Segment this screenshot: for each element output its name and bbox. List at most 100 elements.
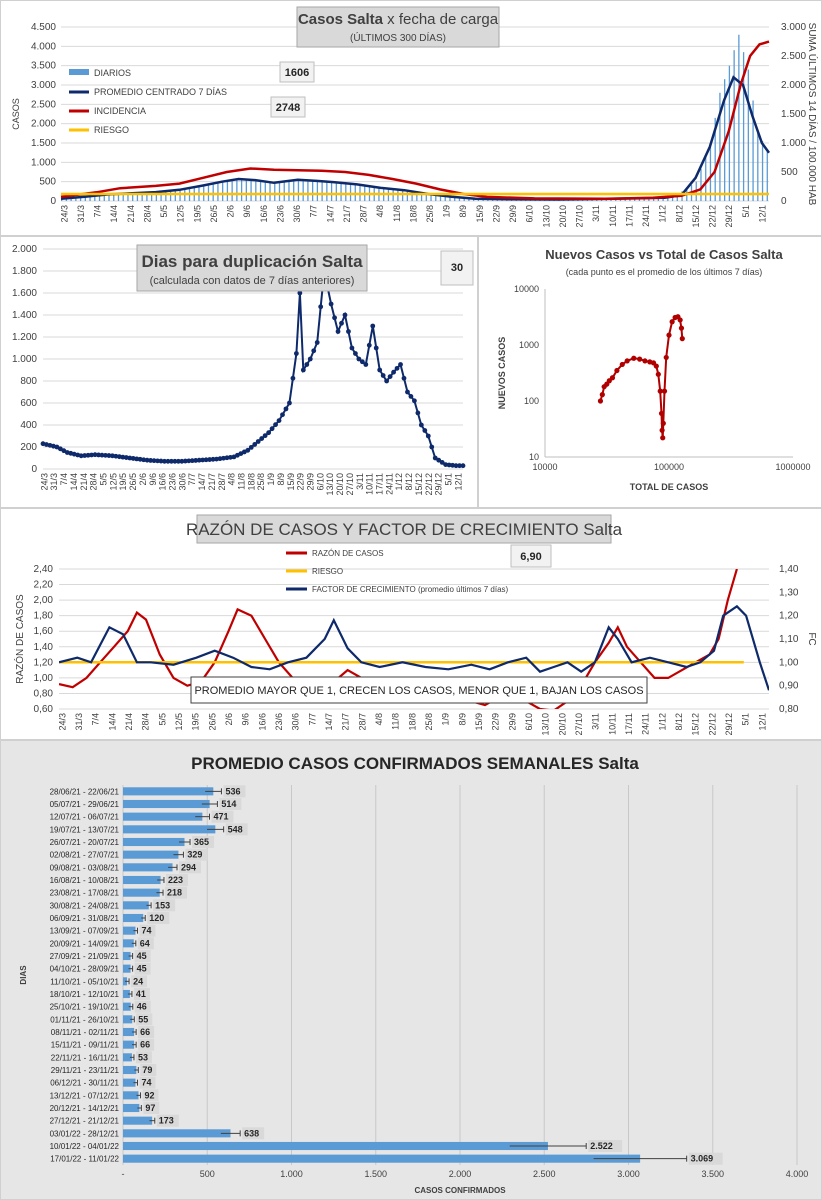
scatter-point <box>642 358 648 364</box>
razon-x-tick: 31/3 <box>74 713 84 731</box>
casos-y-tick: 2.500 <box>31 99 56 110</box>
bars-bar <box>123 1116 153 1125</box>
dup-x-tick: 28/7 <box>217 473 227 491</box>
razon-x-tick: 29/9 <box>507 713 517 731</box>
casos-daily-bar <box>321 180 323 201</box>
dup-point <box>346 329 351 334</box>
razon-x-tick: 12/5 <box>174 713 184 731</box>
casos-x-tick: 5/5 <box>159 205 169 218</box>
bars-bar <box>123 926 136 935</box>
casos-daily-bar <box>89 196 91 201</box>
scatter-point <box>660 435 666 441</box>
dup-point <box>370 323 376 329</box>
dup-y-tick: 800 <box>20 376 37 387</box>
casos-daily-bar <box>169 190 172 201</box>
razon-y-tick: 1,00 <box>34 673 54 684</box>
dup-x-tick: 13/10 <box>325 473 335 496</box>
bars-value-label-bg <box>137 937 154 950</box>
razon-x-tick: 18/8 <box>407 713 417 731</box>
casos-x-tick: 9/6 <box>242 205 252 218</box>
razon-y2-tick: 0,90 <box>779 681 799 692</box>
casos-daily-bar <box>122 193 124 201</box>
razon-y-tick: 1,20 <box>34 657 54 668</box>
bars-value-label-bg <box>138 1026 155 1038</box>
dup-point <box>387 374 393 379</box>
casos-daily-bar <box>150 191 153 201</box>
bars-x-label: CASOS CONFIRMADOS <box>414 1186 506 1195</box>
razon-annotation: PROMEDIO MAYOR QUE 1, CRECEN LOS CASOS, … <box>194 685 643 697</box>
casos-x-tick: 31/3 <box>76 205 86 223</box>
bars-x-tick: 4.000 <box>786 1169 809 1179</box>
dup-point <box>439 460 445 465</box>
scatter-point <box>660 420 666 426</box>
casos-daily-bar <box>354 184 356 201</box>
razon-x-tick: 2/6 <box>224 713 234 726</box>
bars-value-label: 173 <box>159 1116 174 1126</box>
dup-point <box>189 458 195 464</box>
casos-x-tick: 3/11 <box>591 205 601 222</box>
casos-daily-bar <box>349 183 352 201</box>
dup-point <box>248 444 254 450</box>
dup-x-tick: 21/4 <box>79 473 89 491</box>
razon-x-tick: 30/6 <box>291 713 301 731</box>
dup-point <box>269 426 275 432</box>
bars-value-label-bg <box>153 899 176 912</box>
casos-y2-tick: 2.500 <box>781 51 806 62</box>
casos-daily-bar <box>714 117 716 201</box>
casos-x-tick: 22/12 <box>708 205 718 228</box>
bars-category-label: 18/10/21 - 12/10/21 <box>50 990 120 999</box>
razon-title-box <box>196 514 612 544</box>
casos-y-tick: 2.000 <box>31 119 56 130</box>
scatter-point <box>659 427 665 433</box>
casos-daily-bar <box>70 198 72 201</box>
dup-point <box>155 458 160 464</box>
razon-x-tick: 14/4 <box>107 713 117 731</box>
dup-x-tick: 15/12 <box>414 473 424 496</box>
razon-x-tick: 5/1 <box>741 713 751 726</box>
razon-x-tick: 13/10 <box>541 713 551 736</box>
razon-legend-label: FACTOR DE CRECIMIENTO (promedio últimos … <box>312 585 509 594</box>
casos-daily-bar <box>752 100 754 201</box>
razon-y-tick: 1,40 <box>34 642 54 653</box>
bars-bar <box>123 1078 136 1087</box>
scatter-point <box>619 361 625 368</box>
bars-value-label-bg <box>588 1140 623 1152</box>
dup-point <box>297 290 303 296</box>
dup-x-tick: 16/6 <box>158 473 168 491</box>
razon-x-tick: 26/5 <box>207 713 217 731</box>
bars-value-label-bg <box>134 950 151 962</box>
razon-x-tick: 14/7 <box>324 713 334 731</box>
dup-point <box>408 394 414 399</box>
razon-x-tick: 15/12 <box>691 713 701 736</box>
dup-point <box>266 430 272 436</box>
scatter-point <box>658 410 665 417</box>
scatter-y-tick: 1000 <box>519 340 539 350</box>
casos-daily-bar <box>449 197 451 201</box>
bars-x-tick: 3.500 <box>701 1169 724 1179</box>
bars-value-label-bg <box>135 1051 152 1064</box>
casos-x-tick: 24/3 <box>59 205 69 223</box>
casos-daily-bar <box>742 52 745 202</box>
razon-y-tick: 2,20 <box>34 580 54 591</box>
razon-x-tick: 23/6 <box>274 713 284 731</box>
casos-x-tick: 29/9 <box>508 205 518 223</box>
casos-x-tick: 6/10 <box>525 205 535 223</box>
scatter-title: Nuevos Casos vs Total de Casos Salta <box>545 247 783 262</box>
bars-value-label: 3.069 <box>691 1154 714 1164</box>
dup-point <box>366 342 372 348</box>
dup-point <box>446 462 452 468</box>
bars-bar <box>123 1002 131 1011</box>
scatter-point <box>655 371 661 377</box>
bars-category-label: 27/12/21 - 21/12/21 <box>50 1117 120 1126</box>
casos-x-tick: 24/11 <box>641 205 651 227</box>
casos-daily-bar <box>671 194 674 201</box>
bars-bar <box>123 825 216 834</box>
bars-value-label-bg <box>139 1076 156 1089</box>
casos-daily-bar <box>288 180 290 201</box>
razon-y-tick: 2,40 <box>34 564 54 575</box>
casos-daily-bar <box>406 191 409 201</box>
casos-x-tick: 22/9 <box>491 205 501 223</box>
casos-x-tick: 11/8 <box>392 205 402 222</box>
dup-x-tick: 8/12 <box>404 473 414 491</box>
dup-point <box>255 439 261 444</box>
